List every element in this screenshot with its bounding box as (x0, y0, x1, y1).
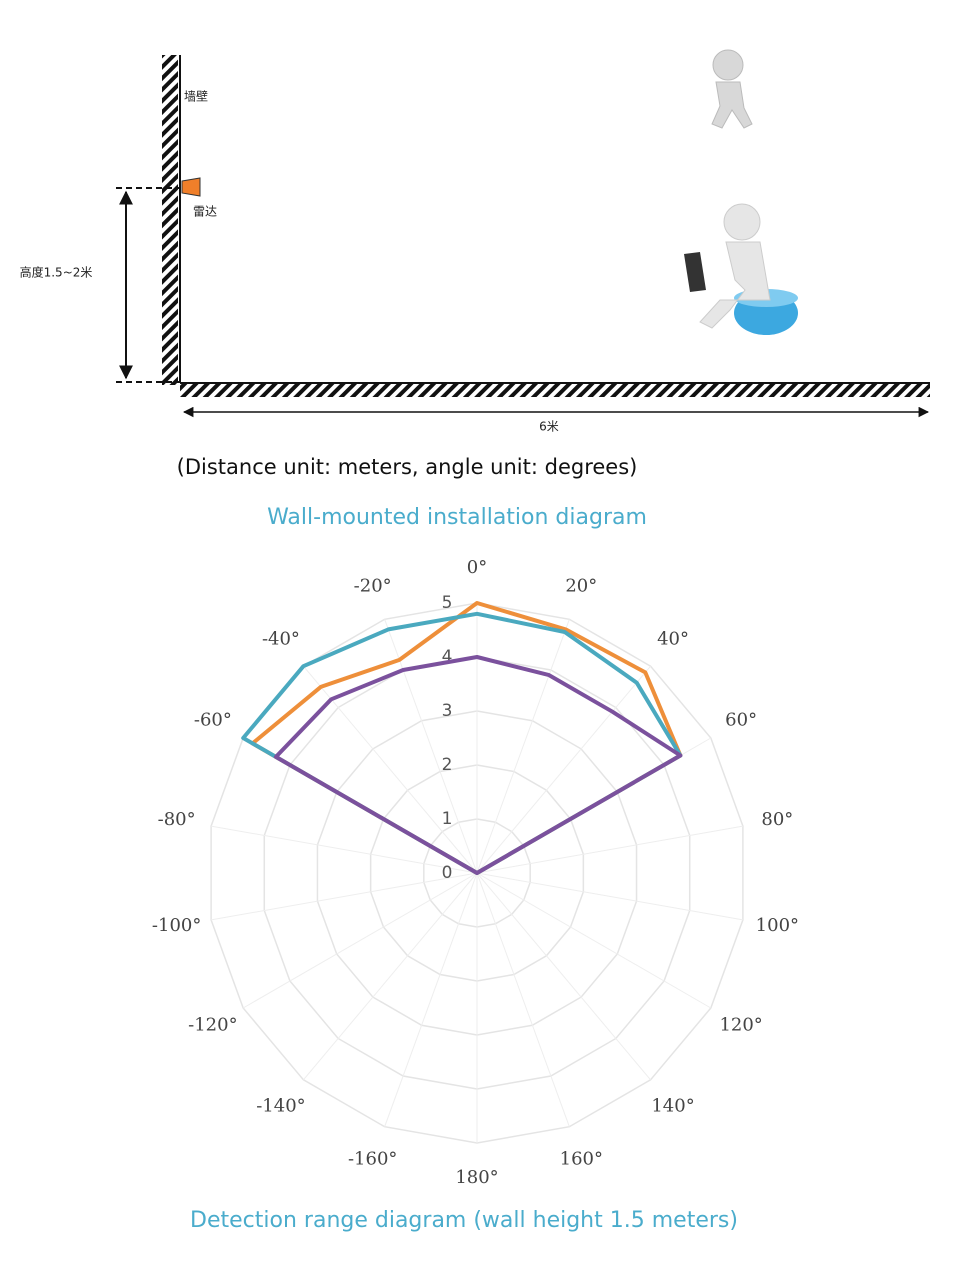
spoke (476, 872, 651, 1081)
radar-label: 雷达 (193, 205, 217, 219)
spoke (384, 872, 478, 1127)
series-line (273, 655, 683, 875)
spoke (384, 619, 478, 874)
angle-label: 60° (725, 710, 757, 731)
spoke (211, 825, 478, 874)
angle-label: 80° (761, 809, 793, 830)
angle-label: 40° (657, 628, 689, 649)
angle-label: 120° (719, 1015, 762, 1036)
chart-title: Detection range diagram (wall height 1.5… (190, 1208, 738, 1233)
spoke (476, 619, 570, 874)
angle-label: -120° (188, 1015, 237, 1036)
angle-label: 140° (651, 1096, 694, 1117)
angle-label: -140° (256, 1096, 305, 1117)
radial-tick-label: 2 (442, 755, 453, 775)
sitting-person (684, 203, 798, 335)
angle-label: 180° (455, 1167, 498, 1188)
angle-label: -100° (152, 915, 201, 936)
spoke (476, 872, 743, 921)
caption: (Distance unit: meters, angle unit: degr… (177, 455, 638, 479)
angle-label: -80° (158, 809, 196, 830)
angle-label: -160° (348, 1149, 397, 1170)
spoke (476, 665, 651, 874)
wall (162, 55, 178, 385)
series-line (250, 601, 683, 875)
angle-label: 20° (565, 575, 597, 596)
spoke (476, 872, 570, 1127)
radial-tick-label: 5 (442, 593, 453, 613)
distance-label: 6米 (539, 420, 559, 434)
spoke (303, 872, 478, 1081)
floor (180, 383, 930, 397)
spoke (476, 825, 743, 874)
radial-tick-label: 4 (442, 647, 453, 667)
wall-label: 墙壁 (184, 89, 208, 104)
walking-person (711, 49, 753, 129)
angle-label: 0° (467, 557, 487, 578)
radar-icon (181, 177, 201, 197)
spoke (211, 872, 478, 921)
angle-label: 100° (756, 915, 799, 936)
radial-tick-label: 3 (442, 701, 453, 721)
diagram-title: Wall-mounted installation diagram (267, 505, 647, 530)
angle-label: -40° (262, 628, 300, 649)
radial-tick-label: 0 (442, 863, 453, 883)
angle-label: -20° (354, 575, 392, 596)
angle-label: 160° (560, 1149, 603, 1170)
installation-diagram: 墙壁 雷达 高度1.5~2米 6米 (Distance unit: meters… (20, 49, 930, 530)
spoke (476, 872, 712, 1009)
radial-tick-label: 1 (442, 809, 453, 829)
height-label: 高度1.5~2米 (20, 265, 93, 280)
spoke (242, 872, 478, 1009)
radar-chart: 0 1 2 3 4 5 0° 20° 40° 60° 80° 100° 120° 140° 160° 180°… (152, 557, 799, 1188)
angle-label: -60° (194, 710, 232, 731)
